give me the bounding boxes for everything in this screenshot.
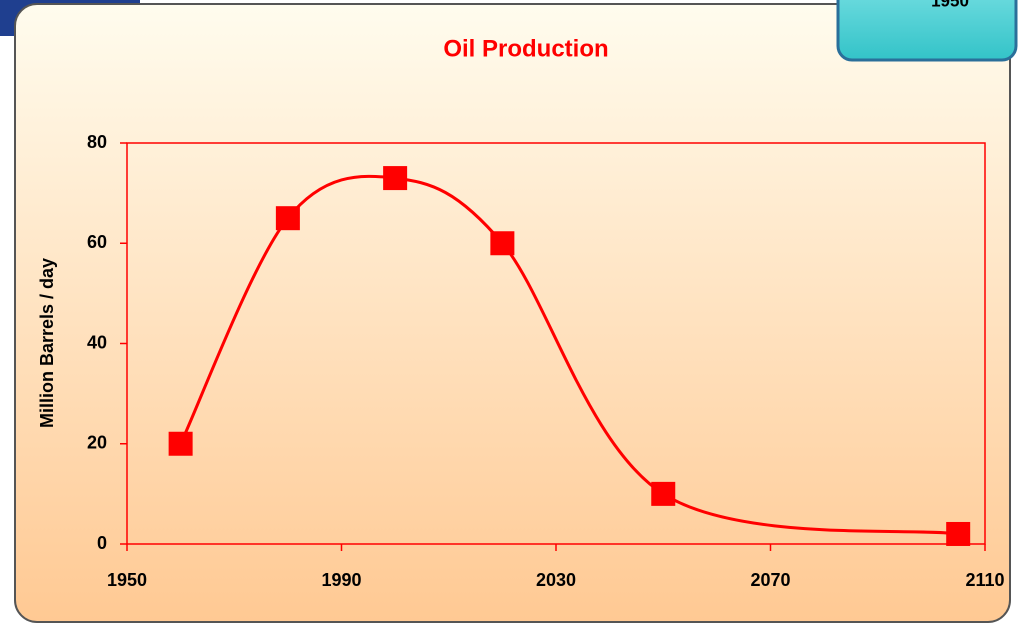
x-tick-label: 2030 (536, 570, 576, 590)
y-axis-label: Million Barrels / day (37, 258, 57, 428)
line (179, 174, 959, 536)
panel (14, 3, 1011, 623)
marker (490, 231, 515, 256)
y-tick-label: 0 (97, 533, 107, 553)
chart-title: Oil Production (443, 35, 608, 62)
x-tick-label: 2070 (750, 570, 790, 590)
corner-tab (836, 0, 1018, 62)
corner-label: 1950 (931, 0, 969, 10)
marker (383, 166, 408, 191)
y-tick-label: 60 (87, 232, 107, 252)
x-tick-label: 1990 (321, 570, 361, 590)
y-tick-label: 40 (87, 332, 107, 352)
x-tick-label: 2110 (965, 570, 1004, 590)
marker (651, 481, 676, 506)
marker (946, 521, 971, 546)
x-tick-label: 1950 (107, 570, 147, 590)
marker (275, 206, 300, 231)
y-tick-label: 80 (87, 132, 107, 152)
marker (168, 431, 193, 456)
y-tick-label: 20 (87, 433, 107, 453)
